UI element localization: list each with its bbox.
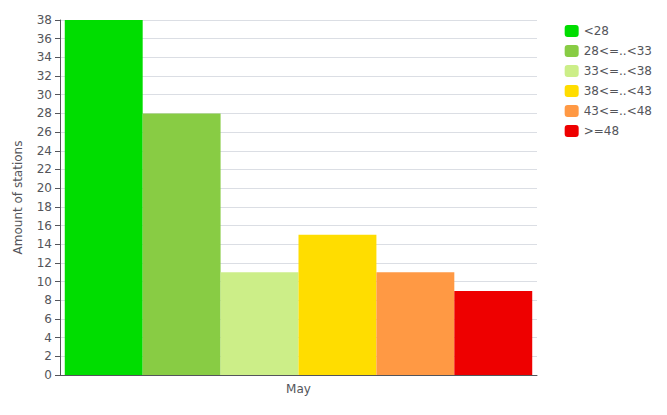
svg-text:28<=..<33: 28<=..<33 bbox=[584, 44, 652, 58]
svg-text:43<=..<48: 43<=..<48 bbox=[584, 104, 652, 118]
svg-text:<28: <28 bbox=[584, 24, 609, 38]
svg-text:22: 22 bbox=[37, 162, 52, 176]
svg-text:33<=..<38: 33<=..<38 bbox=[584, 64, 652, 78]
svg-text:>=48: >=48 bbox=[584, 124, 619, 138]
svg-text:10: 10 bbox=[37, 275, 52, 289]
svg-text:32: 32 bbox=[37, 69, 52, 83]
svg-text:Amount of stations: Amount of stations bbox=[11, 141, 25, 255]
svg-text:4: 4 bbox=[44, 331, 52, 345]
svg-text:38<=..<43: 38<=..<43 bbox=[584, 84, 652, 98]
svg-text:0: 0 bbox=[44, 368, 52, 382]
svg-text:May: May bbox=[286, 382, 311, 396]
svg-text:2: 2 bbox=[44, 349, 52, 363]
svg-text:34: 34 bbox=[37, 50, 52, 64]
svg-text:28: 28 bbox=[37, 106, 52, 120]
svg-text:38: 38 bbox=[37, 13, 52, 27]
svg-text:8: 8 bbox=[44, 293, 52, 307]
svg-text:14: 14 bbox=[37, 237, 52, 251]
svg-text:12: 12 bbox=[37, 256, 52, 270]
svg-text:18: 18 bbox=[37, 200, 52, 214]
svg-text:36: 36 bbox=[37, 32, 52, 46]
svg-text:24: 24 bbox=[37, 144, 52, 158]
svg-text:30: 30 bbox=[37, 88, 52, 102]
svg-text:6: 6 bbox=[44, 312, 52, 326]
svg-text:16: 16 bbox=[37, 219, 52, 233]
svg-text:26: 26 bbox=[37, 125, 52, 139]
svg-text:20: 20 bbox=[37, 181, 52, 195]
